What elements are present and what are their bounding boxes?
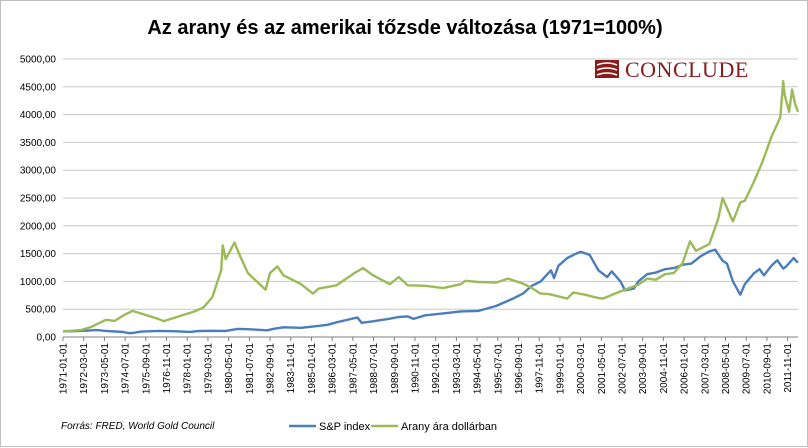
- legend: S&P index Arany ára dollárban: [289, 421, 497, 433]
- sp-index-line: [62, 248, 799, 335]
- y-tick-label: 1000,00: [20, 277, 57, 288]
- x-tick-label: 1987-05-01: [348, 343, 359, 395]
- legend-label: Arany ára dollárban: [401, 421, 497, 433]
- y-tick-label: 3500,00: [20, 138, 57, 149]
- gridlines: [63, 58, 798, 310]
- x-tick-label: 1978-01-01: [183, 343, 194, 395]
- x-tick-label: 1975-09-01: [141, 343, 152, 395]
- y-tick-label: 2500,00: [20, 194, 57, 205]
- x-axis-ticks: 1971-01-01 1972-03-01 1973-05-01 1974-07-01…: [59, 337, 794, 395]
- x-tick-label: 1972-03-01: [79, 343, 90, 395]
- x-tick-label: 2007-03-01: [700, 343, 711, 395]
- x-tick-label: 1999-01-01: [555, 343, 566, 395]
- y-tick-label: 500,00: [25, 305, 56, 316]
- x-tick-label: 1973-05-01: [100, 343, 111, 395]
- x-tick-label: 2009-07-01: [742, 343, 753, 395]
- x-tick-label: 1982-09-01: [266, 343, 277, 395]
- x-tick-label: 1995-07-01: [493, 343, 504, 395]
- x-tick-label: 1989-09-01: [390, 343, 401, 395]
- x-tick-label: 2004-11-01: [659, 343, 670, 394]
- y-tick-label: 2000,00: [20, 221, 57, 232]
- y-axis-ticks: 0,00 500,00 1000,00 1500,00 2000,00 2500,00 30…: [20, 55, 57, 344]
- chart-title: Az arany és az amerikai tőzsde változása…: [147, 17, 662, 39]
- x-tick-label: 2006-01-01: [680, 343, 691, 395]
- legend-label: S&P index: [319, 421, 371, 433]
- x-tick-label: 2008-05-01: [721, 343, 732, 395]
- x-tick-label: 2000-03-01: [576, 343, 587, 395]
- x-tick-label: 2011-11-01: [783, 343, 794, 393]
- x-tick-label: 1985-01-01: [307, 343, 318, 395]
- x-tick-label: 2002-07-01: [618, 343, 629, 395]
- y-tick-label: 5000,00: [20, 55, 57, 66]
- x-tick-label: 1979-03-01: [203, 343, 214, 395]
- conclude-logo-icon: [595, 60, 619, 78]
- x-tick-label: 1993-03-01: [452, 343, 463, 395]
- x-tick-label: 1996-09-01: [514, 343, 525, 395]
- x-tick-label: 2003-09-01: [638, 343, 649, 395]
- logo-text: CONCLUDE: [625, 57, 749, 82]
- x-tick-label: 1974-07-01: [121, 343, 132, 395]
- x-tick-label: 1994-05-01: [473, 343, 484, 395]
- y-tick-label: 1500,00: [20, 249, 57, 260]
- x-tick-label: 2010-09-01: [762, 343, 773, 395]
- x-tick-label: 1981-07-01: [245, 343, 256, 395]
- x-tick-label: 2001-05-01: [597, 343, 608, 395]
- y-tick-label: 4500,00: [20, 82, 57, 93]
- x-tick-label: 1990-11-01: [410, 343, 421, 394]
- x-tick-label: 1997-11-01: [535, 343, 546, 394]
- x-tick-label: 1986-03-01: [328, 343, 339, 395]
- gold-price-line: [62, 79, 800, 333]
- x-tick-label: 1988-07-01: [369, 343, 380, 395]
- x-tick-label: 1971-01-01: [59, 343, 70, 395]
- source-note: Forrás: FRED, World Gold Council: [61, 421, 215, 432]
- x-tick-label: 1976-11-01: [162, 343, 173, 394]
- x-tick-label: 1980-05-01: [224, 343, 235, 395]
- y-tick-label: 3000,00: [20, 166, 57, 177]
- x-tick-label: 1992-01-01: [431, 343, 442, 395]
- x-tick-label: 1983-11-01: [286, 343, 297, 394]
- y-tick-label: 0,00: [37, 333, 57, 344]
- conclude-logo: CONCLUDE: [595, 57, 749, 82]
- y-tick-label: 4000,00: [20, 110, 57, 121]
- series-lines: [62, 79, 800, 335]
